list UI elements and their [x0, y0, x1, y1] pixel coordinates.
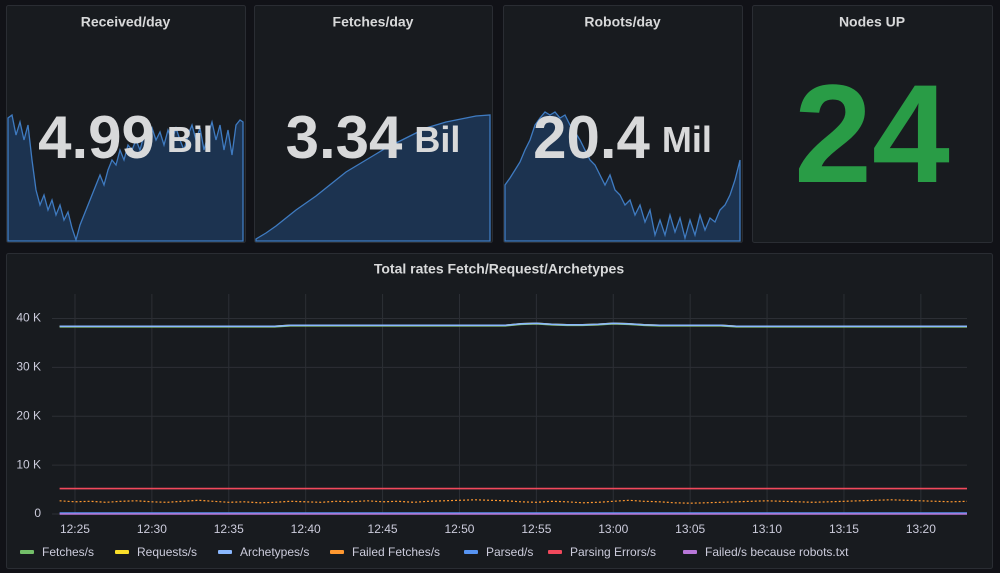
- stat-unit: Bil: [167, 119, 213, 160]
- legend-label: Parsing Errors/s: [570, 545, 656, 559]
- x-tick-label: 13:10: [752, 522, 782, 536]
- panel-title: Fetches/day: [333, 14, 414, 30]
- sparkline: [255, 114, 491, 242]
- x-tick-label: 12:55: [521, 522, 551, 536]
- x-tick-label: 12:25: [60, 522, 90, 536]
- chart: Total rates Fetch/Request/Archetypes 0 10 …: [16, 261, 968, 559]
- x-tick-label: 12:50: [444, 522, 474, 536]
- legend-label: Requests/s: [137, 545, 197, 559]
- x-tick-label: 13:15: [829, 522, 859, 536]
- stat-number: 20.4: [533, 104, 650, 171]
- y-tick-label: 0: [34, 506, 41, 520]
- x-tick-label: 13:00: [598, 522, 628, 536]
- panel-title: Robots/day: [584, 14, 660, 30]
- x-tick-label: 12:40: [291, 522, 321, 536]
- stat-value: 20.4 Mil: [533, 104, 712, 171]
- sparkline: [7, 113, 244, 243]
- chart-title: Total rates Fetch/Request/Archetypes: [374, 261, 624, 277]
- legend-label: Archetypes/s: [240, 545, 309, 559]
- sparkline: [504, 111, 741, 242]
- legend-label: Fetches/s: [42, 545, 94, 559]
- stat-unit: Bil: [414, 119, 460, 160]
- stat-number: 3.34: [286, 104, 403, 171]
- x-tick-label: 13:20: [906, 522, 936, 536]
- legend-swatch: [20, 550, 34, 554]
- x-tick-label: 12:45: [368, 522, 398, 536]
- x-tick-label: 12:30: [137, 522, 167, 536]
- x-tick-label: 13:05: [675, 522, 705, 536]
- stat-value: 3.34 Bil: [286, 104, 461, 171]
- legend-swatch: [218, 550, 232, 554]
- panel: [752, 5, 993, 243]
- panel-title: Received/day: [81, 14, 171, 30]
- legend-swatch: [115, 550, 129, 554]
- stat-value: 4.99 Bil: [38, 104, 213, 171]
- stat-value: 24: [794, 55, 950, 212]
- legend-label: Failed Fetches/s: [352, 545, 440, 559]
- y-tick-label: 30 K: [16, 360, 41, 374]
- y-tick-label: 40 K: [16, 311, 41, 325]
- legend-swatch: [330, 550, 344, 554]
- stat-unit: Mil: [662, 119, 712, 160]
- panel-title: Nodes UP: [839, 14, 905, 30]
- y-tick-label: 20 K: [16, 408, 41, 422]
- x-tick-label: 12:35: [214, 522, 244, 536]
- legend-label: Failed/s because robots.txt: [705, 545, 849, 559]
- legend-label: Parsed/s: [486, 545, 533, 559]
- stat-number: 4.99: [38, 104, 155, 171]
- series-line: [59, 499, 968, 504]
- panel: [6, 253, 993, 569]
- legend-swatch: [464, 550, 478, 554]
- y-tick-label: 10 K: [16, 457, 41, 471]
- legend-swatch: [683, 550, 697, 554]
- series-line: [59, 322, 967, 328]
- stats: Received/day 4.99 Bil Fetches/day 3.34 Bil Rob…: [38, 14, 950, 212]
- legend-swatch: [548, 550, 562, 554]
